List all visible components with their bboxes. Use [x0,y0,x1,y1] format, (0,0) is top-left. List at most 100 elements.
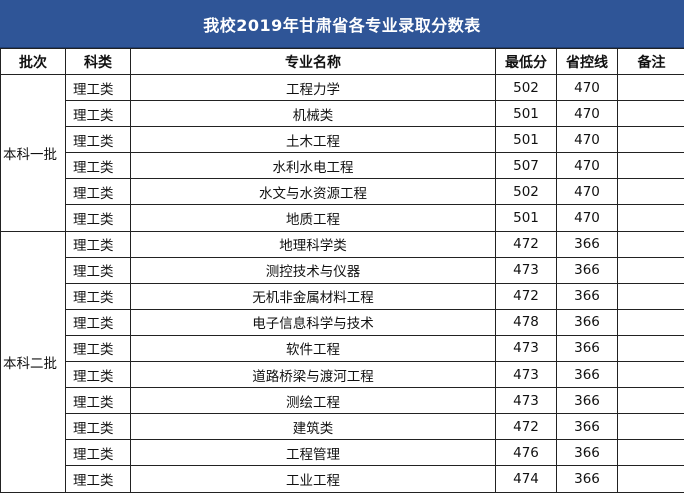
table-row: 理工类 地质工程 501 470 [1,204,684,232]
table-row: 理工类 机械类 501 470 [1,100,684,128]
note-cell [617,361,684,389]
major-cell: 机械类 [130,100,496,128]
control-line-cell: 470 [556,100,618,128]
category-cell: 理工类 [65,230,131,258]
control-line-cell: 470 [556,73,618,102]
table-row: 理工类 测控技术与仪器 473 366 [1,256,684,284]
header-row: 批次 科类 专业名称 最低分 省控线 备注 [0,48,684,75]
header-batch: 批次 [0,48,66,75]
table-row: 理工类 软件工程 473 366 [1,334,684,363]
category-cell: 理工类 [65,361,131,389]
table-row: 理工类 工程管理 476 366 [1,439,684,467]
table-row: 理工类 工业工程 474 366 [1,465,684,493]
min-score-cell: 501 [495,100,557,128]
batch-cell: 本科一批 [0,74,66,232]
min-score-cell: 507 [495,152,557,180]
major-cell: 地质工程 [130,204,496,232]
category-cell: 理工类 [65,334,131,363]
table-row: 理工类 土木工程 501 470 [1,126,684,154]
category-cell: 理工类 [65,465,131,493]
major-cell: 无机非金属材料工程 [130,282,496,310]
min-score-cell: 502 [495,73,557,102]
category-cell: 理工类 [65,178,131,206]
control-line-cell: 366 [556,230,618,258]
table-title: 我校2019年甘肃省各专业录取分数表 [0,0,684,48]
category-cell: 理工类 [65,126,131,154]
note-cell [617,256,684,284]
table-row: 理工类 无机非金属材料工程 472 366 [1,282,684,310]
header-note: 备注 [617,48,684,75]
note-cell [617,230,684,258]
note-cell [617,465,684,493]
note-cell [617,387,684,415]
note-cell [617,126,684,154]
major-cell: 软件工程 [130,334,496,363]
major-cell: 工程力学 [130,73,496,102]
note-cell [617,334,684,363]
note-cell [617,308,684,336]
major-cell: 地理科学类 [130,230,496,258]
category-cell: 理工类 [65,413,131,441]
control-line-cell: 366 [556,413,618,441]
table-body: 本科一批 理工类 工程力学 502 470 理工类 机械类 501 470 理工类 土木工程 501 4… [0,73,684,493]
control-line-cell: 366 [556,465,618,493]
min-score-cell: 473 [495,334,557,363]
table-row: 本科二批 理工类 地理科学类 472 366 [0,230,684,493]
major-cell: 工业工程 [130,465,496,493]
table-row: 理工类 电子信息科学与技术 478 366 [1,308,684,336]
control-line-cell: 366 [556,308,618,336]
control-line-cell: 366 [556,334,618,363]
category-cell: 理工类 [65,100,131,128]
category-cell: 理工类 [65,387,131,415]
header-min-score: 最低分 [495,48,557,75]
table-row: 理工类 水文与水资源工程 502 470 [1,178,684,206]
batch-cell: 本科二批 [0,230,66,493]
header-major: 专业名称 [130,48,496,75]
major-cell: 道路桥梁与渡河工程 [130,361,496,389]
major-cell: 水文与水资源工程 [130,178,496,206]
category-cell: 理工类 [65,73,131,102]
min-score-cell: 472 [495,282,557,310]
min-score-cell: 476 [495,439,557,467]
min-score-cell: 501 [495,126,557,154]
major-cell: 建筑类 [130,413,496,441]
min-score-cell: 502 [495,178,557,206]
control-line-cell: 366 [556,282,618,310]
min-score-cell: 474 [495,465,557,493]
note-cell [617,439,684,467]
control-line-cell: 366 [556,387,618,415]
min-score-cell: 473 [495,361,557,389]
header-control-line: 省控线 [556,48,618,75]
category-cell: 理工类 [65,152,131,180]
table-row: 理工类 水利水电工程 507 470 [1,152,684,180]
note-cell [617,413,684,441]
note-cell [617,282,684,310]
table-row: 理工类 建筑类 472 366 [1,413,684,441]
note-cell [617,178,684,206]
category-cell: 理工类 [65,282,131,310]
note-cell [617,100,684,128]
admission-score-table: 批次 科类 专业名称 最低分 省控线 备注 本科一批 理工类 工程力学 502 470 理… [0,48,684,493]
control-line-cell: 470 [556,204,618,232]
major-cell: 土木工程 [130,126,496,154]
min-score-cell: 478 [495,308,557,336]
note-cell [617,204,684,232]
major-cell: 工程管理 [130,439,496,467]
major-cell: 测控技术与仪器 [130,256,496,284]
table-row: 理工类 道路桥梁与渡河工程 473 366 [1,361,684,389]
min-score-cell: 501 [495,204,557,232]
major-cell: 测绘工程 [130,387,496,415]
min-score-cell: 472 [495,230,557,258]
category-cell: 理工类 [65,439,131,467]
control-line-cell: 366 [556,361,618,389]
control-line-cell: 470 [556,152,618,180]
control-line-cell: 366 [556,256,618,284]
header-category: 科类 [65,48,131,75]
table-row: 本科一批 理工类 工程力学 502 470 [0,73,684,232]
category-cell: 理工类 [65,308,131,336]
note-cell [617,152,684,180]
note-cell [617,73,684,102]
category-cell: 理工类 [65,256,131,284]
table-header: 批次 科类 专业名称 最低分 省控线 备注 [0,48,684,75]
